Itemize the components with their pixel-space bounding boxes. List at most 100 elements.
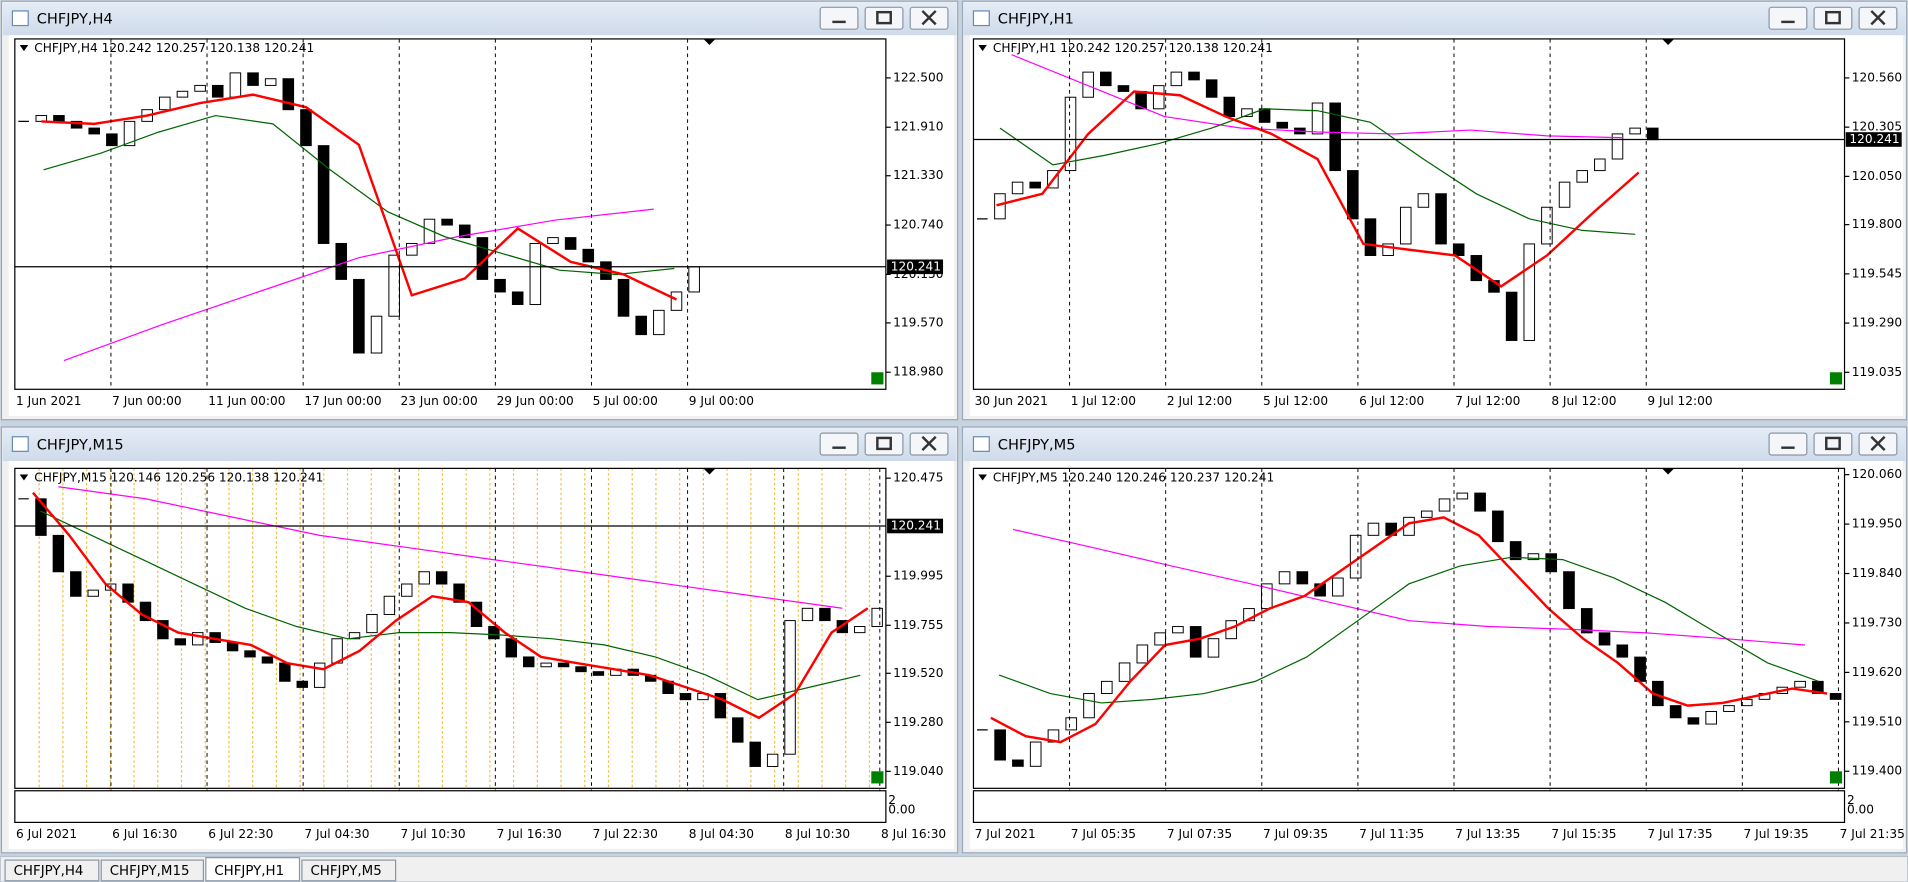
candle xyxy=(582,248,595,263)
header-marker xyxy=(19,474,29,481)
candle xyxy=(211,84,224,98)
x-tick-label: 7 Jul 12:00 xyxy=(1455,394,1520,408)
header-marker xyxy=(19,45,29,52)
candle xyxy=(1260,583,1273,610)
plot xyxy=(977,492,1842,767)
x-tick-label: 7 Jul 09:35 xyxy=(1263,827,1328,841)
maximize-button[interactable] xyxy=(1813,432,1853,456)
tab[interactable] xyxy=(205,857,301,882)
y-tick-label: 120.475 xyxy=(893,471,943,485)
candle xyxy=(714,693,727,719)
y-tick-label: 119.290 xyxy=(1852,316,1902,330)
plot-border xyxy=(14,38,887,390)
candle xyxy=(1576,170,1588,183)
y-tick-label: 119.510 xyxy=(1852,714,1902,728)
status-indicator xyxy=(1829,771,1843,784)
minimize-button[interactable] xyxy=(819,432,859,456)
candle xyxy=(994,193,1006,220)
candle xyxy=(1311,102,1324,135)
maximize-button[interactable] xyxy=(864,6,904,30)
x-tick-label: 9 Jul 12:00 xyxy=(1647,394,1712,408)
y-tick-label: 119.620 xyxy=(1852,665,1902,679)
y-tick-label: 119.840 xyxy=(1852,566,1902,580)
x-tick-label: 11 Jun 00:00 xyxy=(208,394,285,408)
y-tick-label: 120.050 xyxy=(1852,169,1902,183)
candle xyxy=(494,278,506,293)
candle xyxy=(52,534,65,573)
candle xyxy=(174,638,187,646)
candle xyxy=(1435,193,1447,245)
tab[interactable] xyxy=(100,859,204,882)
candle xyxy=(1505,291,1518,341)
candle xyxy=(1276,121,1289,129)
shift-marker xyxy=(1662,468,1675,475)
candle xyxy=(1580,608,1593,634)
candle xyxy=(564,237,577,250)
candle xyxy=(1172,626,1184,634)
tab[interactable] xyxy=(301,859,397,882)
candle xyxy=(1135,90,1147,110)
y-tick-label: 119.570 xyxy=(893,315,943,329)
candle xyxy=(488,626,500,640)
y-tick-label: 119.755 xyxy=(893,618,943,632)
x-tick-label: 2 Jul 12:00 xyxy=(1167,394,1232,408)
minimize-button[interactable] xyxy=(1768,6,1808,30)
x-tick-label: 7 Jul 16:30 xyxy=(497,827,562,841)
candle xyxy=(348,632,361,640)
tab[interactable] xyxy=(4,859,100,882)
y-tick-label: 119.035 xyxy=(1852,365,1902,379)
plot xyxy=(18,468,883,789)
candle xyxy=(1594,158,1606,172)
candle xyxy=(749,741,761,767)
x-tick-label: 8 Jul 16:30 xyxy=(881,827,946,841)
plot-border xyxy=(14,467,887,789)
candle xyxy=(1545,553,1558,573)
candle xyxy=(70,571,82,597)
window-icon xyxy=(11,10,29,27)
x-tick-label: 7 Jul 11:35 xyxy=(1359,827,1424,841)
x-tick-label: 7 Jul 19:35 xyxy=(1744,827,1809,841)
candle xyxy=(1456,492,1469,500)
candle xyxy=(1296,571,1309,585)
candle xyxy=(1705,710,1718,725)
icon xyxy=(921,10,937,26)
window-title: CHFJPY,H4 xyxy=(37,10,113,27)
x-tick-label: 30 Jun 2021 xyxy=(975,394,1048,408)
x-tick-label: 7 Jul 22:30 xyxy=(593,827,658,841)
x-tick-label: 8 Jul 04:30 xyxy=(689,827,754,841)
candle xyxy=(529,242,542,305)
indicator-window xyxy=(972,790,1846,823)
price-label: 120.241 xyxy=(891,518,941,532)
candle xyxy=(335,242,348,280)
indicator-label: 2 xyxy=(888,793,896,807)
window-icon xyxy=(972,436,990,452)
minimize-button[interactable] xyxy=(1768,432,1808,456)
moving-average xyxy=(32,491,869,720)
candle xyxy=(406,242,418,256)
candle xyxy=(994,729,1006,761)
candle xyxy=(1100,680,1113,694)
candle xyxy=(1207,638,1220,658)
candle xyxy=(226,641,239,652)
candle xyxy=(592,671,605,676)
x-tick-label: 1 Jun 2021 xyxy=(16,394,81,408)
tab-label: CHFJPY,H4 xyxy=(14,864,84,879)
candle xyxy=(854,626,866,634)
maximize-button[interactable] xyxy=(1813,6,1853,30)
y-tick-label: 119.995 xyxy=(893,569,943,583)
candle xyxy=(1420,510,1433,518)
maximize-button[interactable] xyxy=(864,432,904,456)
y-tick-label: 119.950 xyxy=(1852,517,1902,531)
shift-marker xyxy=(703,468,716,475)
candle xyxy=(35,115,48,122)
minimize-button[interactable] xyxy=(819,6,859,30)
candle xyxy=(1598,632,1611,646)
x-tick-label: 7 Jul 2021 xyxy=(975,827,1036,841)
x-tick-label: 29 Jun 00:00 xyxy=(497,394,574,408)
candle xyxy=(1646,127,1659,141)
x-tick-label: 6 Jul 2021 xyxy=(16,827,77,841)
moving-average xyxy=(40,510,861,701)
candle xyxy=(192,632,204,646)
